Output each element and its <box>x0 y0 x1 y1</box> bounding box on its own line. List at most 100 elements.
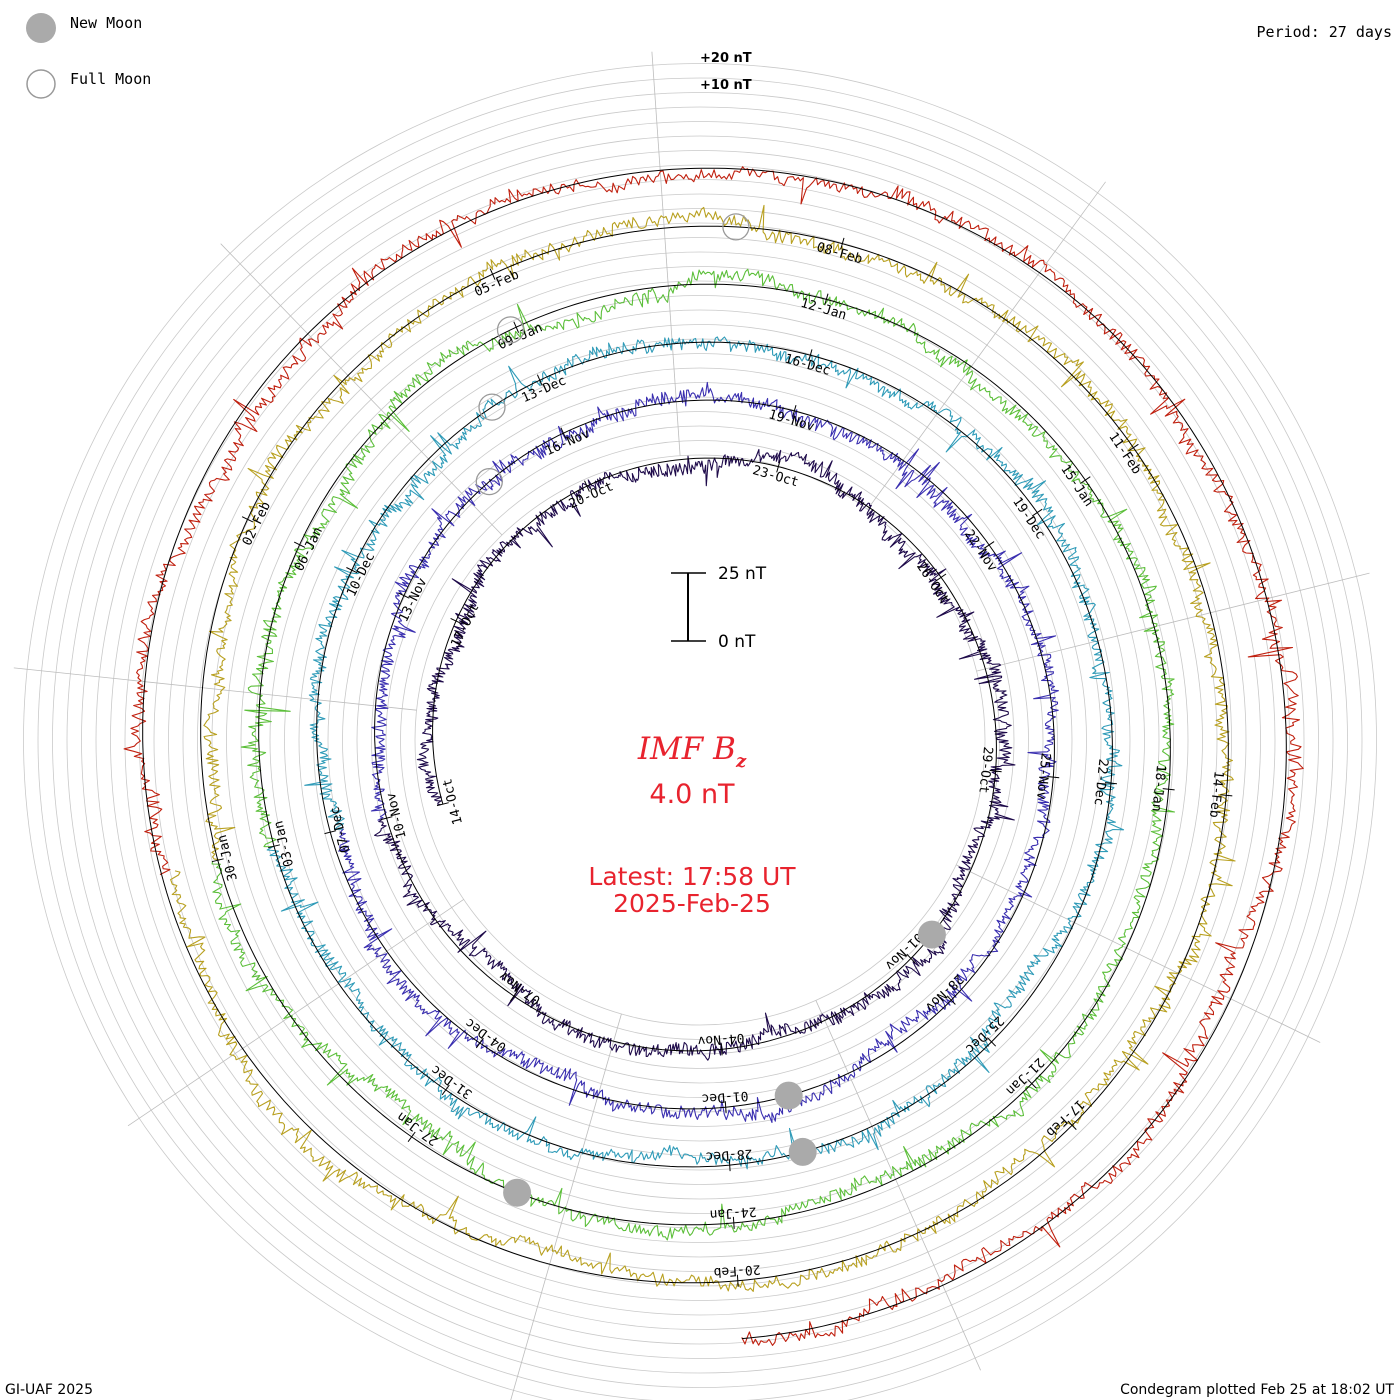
grid-ring <box>37 77 1363 1400</box>
date-tick-label: 15-Jan <box>1057 462 1096 509</box>
date-tick-mark <box>736 1274 739 1287</box>
date-tick-label: 14-Oct <box>440 777 466 826</box>
zero-baseline-rotation-5 <box>161 225 1229 1284</box>
date-tick-mark <box>407 1131 416 1142</box>
date-tick-mark <box>489 268 496 280</box>
date-tick-mark <box>1162 788 1175 791</box>
footer-credit: GI-UAF 2025 <box>5 1382 93 1398</box>
date-tick-label: 25-Nov <box>1033 752 1053 800</box>
date-tick-label: 20-Feb <box>713 1261 761 1279</box>
scale-bar: 25 nT 0 nT <box>671 564 767 652</box>
date-tick-mark <box>436 802 449 807</box>
date-tick-mark <box>732 1216 735 1229</box>
date-tick-label: 18-Jan <box>1148 764 1168 812</box>
date-tick-mark <box>1128 443 1139 452</box>
polar-grid <box>23 63 1377 1400</box>
date-tick-mark <box>1104 782 1117 785</box>
spoke-line <box>815 1000 981 1371</box>
new-moon-legend-label: New Moon <box>70 14 142 32</box>
grid-ring <box>182 222 1218 1258</box>
date-tick-label: 24-Jan <box>709 1203 757 1221</box>
date-tick-mark <box>293 541 306 548</box>
chart-title-sub: z <box>735 751 747 772</box>
new-moon-legend-icon <box>26 13 56 43</box>
zero-baseline-rotation-2 <box>329 399 1055 1110</box>
date-tick-mark <box>1047 776 1060 779</box>
date-tick-label: 29-Oct <box>975 746 995 794</box>
grid-ring <box>110 150 1290 1330</box>
footer-plot-time: Condegram plotted Feb 25 at 18:02 UT <box>1120 1382 1394 1398</box>
latest-time: Latest: 17:58 UT <box>588 862 796 891</box>
trace-rotation-6 <box>123 166 1304 1346</box>
grid-ring <box>269 309 1131 1171</box>
grid-ring <box>240 280 1160 1200</box>
date-tick-mark <box>509 990 518 1002</box>
date-tick-label: 11-Feb <box>1105 430 1144 477</box>
date-tick-mark <box>1027 1078 1037 1089</box>
grid-ring <box>81 121 1319 1359</box>
full-moon-marker <box>475 467 503 496</box>
date-tick-mark <box>560 427 567 439</box>
current-value: 4.0 nT <box>649 779 735 810</box>
date-tick-mark <box>475 1037 484 1049</box>
date-tick-mark <box>1032 508 1043 517</box>
new-moon-marker <box>774 1081 803 1110</box>
date-tick-mark <box>1080 476 1091 484</box>
grid-ring <box>124 164 1276 1316</box>
scale-label-mid: +10 nT <box>700 78 752 93</box>
grid-ring <box>211 251 1189 1229</box>
date-tick-label: 19-Dec <box>1009 495 1048 542</box>
grid-ring <box>52 92 1348 1388</box>
grid-ring <box>385 425 1015 1055</box>
date-tick-label: 16-Dec <box>783 352 832 379</box>
date-tick-mark <box>840 237 845 250</box>
date-tick-label: 23-Oct <box>751 463 800 490</box>
scale-label-top: +20 nT <box>700 51 752 66</box>
trace-rotation-2 <box>338 381 1059 1124</box>
zero-baseline-rotation-6 <box>142 167 1287 1340</box>
spoke-line <box>976 572 1370 672</box>
date-tick-label: 22-Dec <box>1091 758 1111 806</box>
date-tick-mark <box>513 321 520 333</box>
date-tick-label: 14-Feb <box>1206 770 1226 818</box>
spoke-line <box>651 51 681 456</box>
grid-ring <box>168 208 1232 1272</box>
date-tick-mark <box>935 573 947 582</box>
date-tick-mark <box>450 617 462 625</box>
date-tick-label: 01-Dec <box>701 1088 749 1106</box>
grid-ring <box>255 295 1145 1185</box>
grid-ring <box>371 411 1029 1069</box>
full-moon-marker <box>478 393 506 421</box>
spoke-line <box>956 864 1321 1043</box>
date-tick-mark <box>441 1084 450 1096</box>
trace-rotation-3 <box>266 336 1125 1170</box>
date-tick-mark <box>324 830 337 835</box>
grid-ring <box>313 353 1087 1127</box>
moon-markers <box>475 213 946 1207</box>
date-tick-mark <box>398 592 410 599</box>
period-label: Period: 27 days <box>1257 23 1392 41</box>
date-tick-mark <box>380 816 393 821</box>
date-tick-label: 28-Dec <box>705 1145 753 1163</box>
grid-ring <box>23 63 1377 1400</box>
grid-ring <box>153 193 1247 1287</box>
date-tick-mark <box>346 567 358 574</box>
date-tick-mark <box>720 1043 723 1056</box>
date-tick-mark <box>728 1159 731 1172</box>
date-tick-mark <box>824 293 829 306</box>
date-tick-label: 08-Feb <box>815 240 864 267</box>
new-moon-marker <box>503 1178 532 1207</box>
date-tick-mark <box>536 374 543 386</box>
trace-rotation-5 <box>170 204 1236 1292</box>
trace-rotation-1 <box>374 448 1016 1061</box>
zero-baseline-rotation-3 <box>273 341 1113 1168</box>
grid-ring <box>66 106 1334 1374</box>
date-tick-mark <box>268 844 281 849</box>
zero-baseline-rotation-4 <box>217 283 1171 1226</box>
date-tick-mark <box>241 516 254 523</box>
grid-ring <box>226 266 1174 1214</box>
latest-date: 2025-Feb-25 <box>613 889 771 918</box>
grid-ring <box>342 382 1058 1098</box>
chart-title-main: IMF B <box>637 731 736 767</box>
